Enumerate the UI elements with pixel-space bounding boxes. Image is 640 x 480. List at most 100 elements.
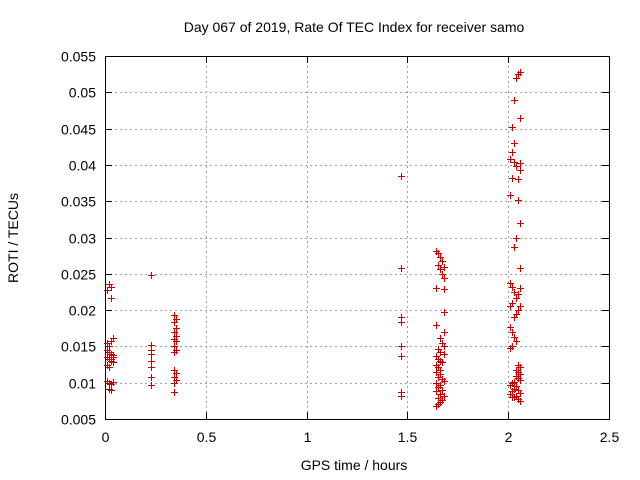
data-point: [148, 351, 155, 358]
data-point: [511, 289, 518, 296]
data-point: [509, 329, 516, 336]
data-point: [173, 370, 180, 377]
chart-title: Day 067 of 2019, Rate Of TEC Index for r…: [184, 19, 525, 35]
data-point: [513, 295, 520, 302]
data-point: [148, 364, 155, 371]
data-point: [509, 284, 516, 291]
data-point: [437, 335, 444, 342]
data-point: [441, 378, 448, 385]
data-point: [106, 364, 113, 371]
data-point: [171, 349, 178, 356]
data-point: [507, 345, 514, 352]
x-axis-label: GPS time / hours: [301, 457, 408, 473]
y-tick-label: 0.015: [61, 339, 96, 355]
data-point: [517, 371, 524, 378]
y-tick-label: 0.01: [69, 376, 96, 392]
data-point: [435, 384, 442, 391]
data-point: [441, 343, 448, 350]
plot-frame: [105, 56, 610, 420]
data-point: [517, 364, 524, 371]
data-point: [441, 309, 448, 316]
data-point: [148, 358, 155, 365]
data-point: [507, 156, 514, 163]
y-tick-label: 0.035: [61, 194, 96, 210]
data-point: [398, 173, 405, 180]
data-point: [108, 295, 115, 302]
data-point: [433, 388, 440, 395]
data-point: [148, 374, 155, 381]
data-point: [441, 393, 448, 400]
x-tick-label: 0.5: [197, 429, 217, 445]
data-point: [507, 303, 514, 310]
data-point: [509, 175, 516, 182]
data-point: [507, 192, 514, 199]
data-point: [171, 380, 178, 387]
data-point: [439, 359, 446, 366]
data-point: [507, 382, 514, 389]
data-point: [433, 403, 440, 410]
data-point: [398, 343, 405, 350]
data-point: [441, 351, 448, 358]
data-point: [398, 265, 405, 272]
data-point: [437, 391, 444, 398]
data-point: [108, 284, 115, 291]
x-tick-label: 1: [304, 429, 312, 445]
data-point: [441, 286, 448, 293]
data-point: [110, 379, 117, 386]
data-point: [517, 303, 524, 310]
data-point: [173, 325, 180, 332]
data-point: [517, 285, 524, 292]
data-point: [104, 287, 111, 294]
data-point: [511, 314, 518, 321]
data-point: [511, 334, 518, 341]
data-point: [513, 75, 520, 82]
y-tick-label: 0.025: [61, 267, 96, 283]
data-point: [171, 312, 178, 319]
data-point: [511, 97, 518, 104]
x-tick-label: 2: [505, 429, 513, 445]
data-point: [433, 322, 440, 329]
data-point: [108, 387, 115, 394]
data-point: [509, 394, 516, 401]
data-point: [433, 285, 440, 292]
data-point: [171, 319, 178, 326]
data-point: [515, 291, 522, 298]
data-point: [439, 271, 446, 278]
data-point: [171, 329, 178, 336]
data-points: [104, 69, 524, 410]
data-point: [433, 369, 440, 376]
data-point: [517, 115, 524, 122]
data-point: [106, 343, 113, 350]
data-point: [437, 266, 444, 273]
y-tick-label: 0.005: [61, 412, 96, 428]
data-point: [515, 71, 522, 78]
data-point: [398, 393, 405, 400]
data-point: [173, 338, 180, 345]
data-point: [509, 149, 516, 156]
data-point: [439, 258, 446, 265]
y-tick-label: 0.05: [69, 85, 96, 101]
data-point: [517, 160, 524, 167]
data-point: [507, 324, 514, 331]
x-tick-label: 2.5: [600, 429, 620, 445]
data-point: [435, 374, 442, 381]
grid: [105, 56, 609, 419]
data-point: [441, 275, 448, 282]
data-point: [513, 163, 520, 170]
data-point: [398, 319, 405, 326]
data-point: [171, 389, 178, 396]
y-tick-label: 0.04: [69, 158, 96, 174]
data-point: [441, 329, 448, 336]
data-point: [515, 307, 522, 314]
data-point: [148, 272, 155, 279]
data-point: [511, 244, 518, 251]
data-point: [513, 235, 520, 242]
data-point: [517, 265, 524, 272]
data-point: [435, 250, 442, 257]
data-point: [517, 220, 524, 227]
data-point: [509, 124, 516, 131]
data-point: [517, 377, 524, 384]
data-point: [148, 382, 155, 389]
data-point: [435, 262, 442, 269]
